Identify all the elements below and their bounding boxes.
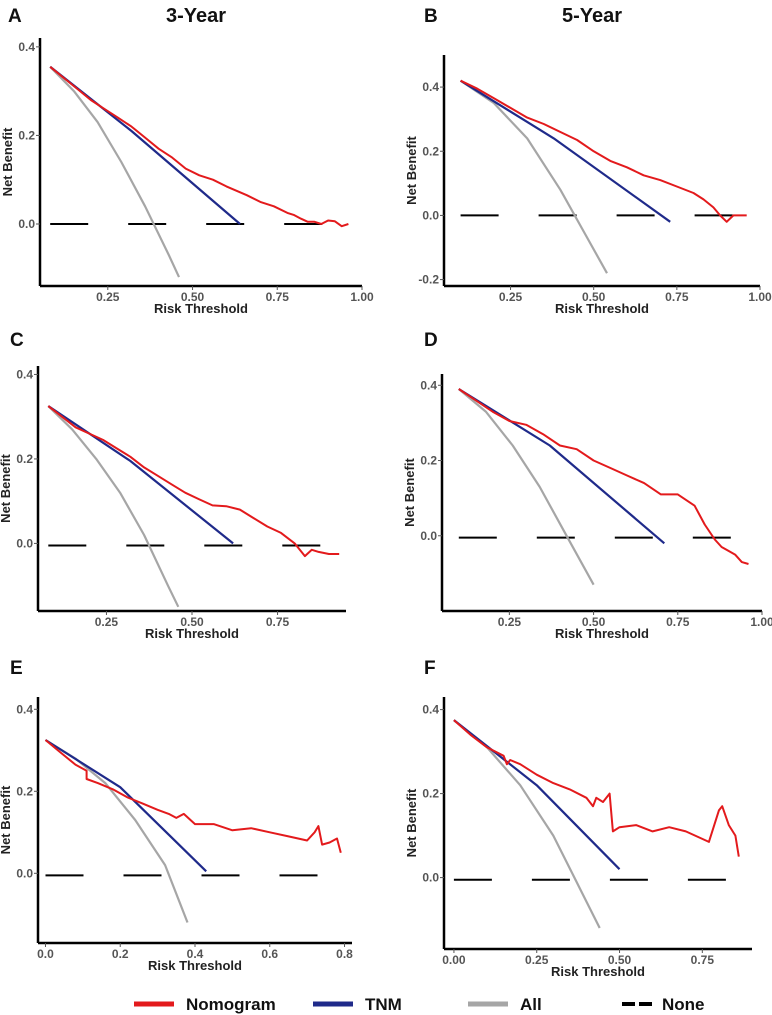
panel-d-series-all — [458, 388, 595, 586]
panel-f-x-tick-label: 0.25 — [525, 953, 549, 967]
legend-label-all: All — [520, 995, 542, 1014]
panel-a-y-tick-label: 0.2 — [18, 128, 35, 142]
panel-a: A 0.25 0.50 0.75 1.00 0.0 0.2 0.4 Risk Threshold… — [0, 6, 374, 316]
panel-e-x-tick-label: 0.2 — [112, 947, 129, 961]
legend-item-nomogram: Nomogram — [134, 995, 276, 1014]
panel-d-x-tick-label: 0.75 — [666, 615, 690, 629]
panel-b-x-tick-label: 0.25 — [499, 290, 523, 304]
panel-d-y-tick-label: 0.0 — [420, 529, 437, 543]
column-title-5-year: 5-Year — [562, 5, 622, 27]
panel-c: C 0.25 0.50 0.75 0.0 0.2 0.4 Risk Threshold Net … — [0, 330, 346, 641]
panel-f-series-all — [453, 719, 601, 929]
panel-a-x-axis-title: Risk Threshold — [154, 301, 248, 316]
panel-c-letter: C — [10, 330, 24, 351]
panel-e-y-tick-label: 0.4 — [16, 702, 33, 716]
panel-e-series-tnm — [44, 739, 207, 873]
legend-label-nomogram: Nomogram — [186, 995, 276, 1014]
panel-c-y-tick-label: 0.0 — [16, 536, 33, 550]
legend-item-all: All — [468, 995, 542, 1014]
panel-a-series-nomogram — [49, 66, 349, 228]
panel-b-y-tick-label: 0.0 — [422, 208, 439, 222]
panel-f-x-tick-label: 0.50 — [608, 953, 632, 967]
panel-f-y-tick-label: 0.0 — [422, 871, 439, 885]
panel-f-series-tnm — [453, 719, 621, 870]
panel-e-x-tick-label: 0.6 — [261, 947, 278, 961]
panel-e-letter: E — [10, 658, 23, 679]
panel-e-y-axis-title: Net Benefit — [0, 785, 13, 854]
panel-f-y-tick-label: 0.4 — [422, 703, 439, 717]
panel-b-series-tnm — [460, 79, 671, 223]
panel-c-x-tick-label: 0.50 — [180, 615, 204, 629]
panel-f-y-tick-label: 0.2 — [422, 787, 439, 801]
panel-f: F 0.00 0.25 0.50 0.75 0.0 0.2 0.4 Risk Threshold… — [404, 658, 752, 979]
panel-b-x-tick-label: 0.75 — [665, 290, 689, 304]
legend-item-tnm: TNM — [313, 995, 402, 1014]
panel-a-y-tick-label: 0.0 — [18, 217, 35, 231]
legend: Nomogram TNM All None — [134, 995, 705, 1014]
panel-c-y-axis-title: Net Benefit — [0, 454, 13, 523]
column-title-3-year: 3-Year — [166, 5, 226, 27]
panel-e-series-nomogram — [44, 739, 342, 854]
panel-f-x-tick-label: 0.75 — [691, 953, 715, 967]
panel-b-letter: B — [424, 6, 438, 27]
panel-c-x-axis-title: Risk Threshold — [145, 626, 239, 641]
panel-d-letter: D — [424, 330, 438, 351]
panel-f-x-tick-label: 0.00 — [442, 953, 466, 967]
panel-b: B 0.25 0.50 0.75 1.00 -0.2 0.0 0.2 0.4 Risk Thres… — [404, 6, 772, 316]
panel-c-y-tick-label: 0.2 — [16, 452, 33, 466]
panel-b-series-all — [459, 79, 608, 274]
panel-a-x-tick-label: 0.25 — [96, 290, 120, 304]
panel-e-x-tick-label: 0.8 — [336, 947, 353, 961]
panel-e-y-tick-label: 0.0 — [16, 866, 33, 880]
legend-item-none: None — [622, 995, 705, 1014]
panel-c-y-tick-label: 0.4 — [16, 367, 33, 381]
panel-b-y-axis-title: Net Benefit — [404, 136, 419, 205]
panel-f-letter: F — [424, 658, 436, 679]
panel-a-y-axis-title: Net Benefit — [0, 127, 15, 196]
panel-a-x-tick-label: 0.50 — [181, 290, 205, 304]
panel-e-y-tick-label: 0.2 — [16, 784, 33, 798]
panel-d-y-axis-title: Net Benefit — [402, 458, 417, 527]
panel-b-x-tick-label: 1.00 — [748, 290, 772, 304]
panel-e-x-tick-label: 0.0 — [37, 947, 54, 961]
panel-b-y-tick-label: -0.2 — [418, 273, 439, 287]
legend-label-tnm: TNM — [365, 995, 402, 1014]
panel-c-x-tick-label: 0.75 — [266, 615, 290, 629]
panel-a-y-tick-label: 0.4 — [18, 40, 35, 54]
panel-d-x-tick-label: 1.00 — [750, 615, 772, 629]
panel-c-series-all — [47, 405, 180, 608]
panel-e-x-axis-title: Risk Threshold — [148, 958, 242, 973]
panel-c-series-nomogram — [47, 405, 340, 558]
panel-c-series-tnm — [47, 405, 234, 545]
panel-d-y-tick-label: 0.2 — [420, 454, 437, 468]
panel-b-x-axis-title: Risk Threshold — [555, 301, 649, 316]
panel-f-x-axis-title: Risk Threshold — [551, 964, 645, 979]
panel-b-x-tick-label: 0.50 — [582, 290, 606, 304]
panel-a-series-all — [49, 66, 180, 278]
panel-b-y-tick-label: 0.4 — [422, 80, 439, 94]
panel-f-y-axis-title: Net Benefit — [404, 788, 419, 857]
panel-d-x-axis-title: Risk Threshold — [555, 626, 649, 641]
panel-d-y-tick-label: 0.4 — [420, 378, 437, 392]
legend-label-none: None — [662, 995, 705, 1014]
panel-f-series-nomogram — [453, 719, 740, 857]
panel-a-letter: A — [8, 6, 22, 27]
panel-d-series-nomogram — [458, 388, 749, 565]
panel-b-y-tick-label: 0.2 — [422, 144, 439, 158]
panel-a-x-tick-label: 0.75 — [266, 290, 290, 304]
panel-d-x-tick-label: 0.25 — [498, 615, 522, 629]
panel-d-x-tick-label: 0.50 — [582, 615, 606, 629]
panel-d-series-tnm — [458, 388, 666, 545]
panel-a-x-tick-label: 1.00 — [350, 290, 374, 304]
panel-d: D 0.25 0.50 0.75 1.00 0.0 0.2 0.4 Risk Threshold… — [402, 330, 772, 641]
panel-e-x-tick-label: 0.4 — [187, 947, 204, 961]
panel-c-x-tick-label: 0.25 — [95, 615, 119, 629]
panel-b-series-nomogram — [460, 79, 747, 223]
